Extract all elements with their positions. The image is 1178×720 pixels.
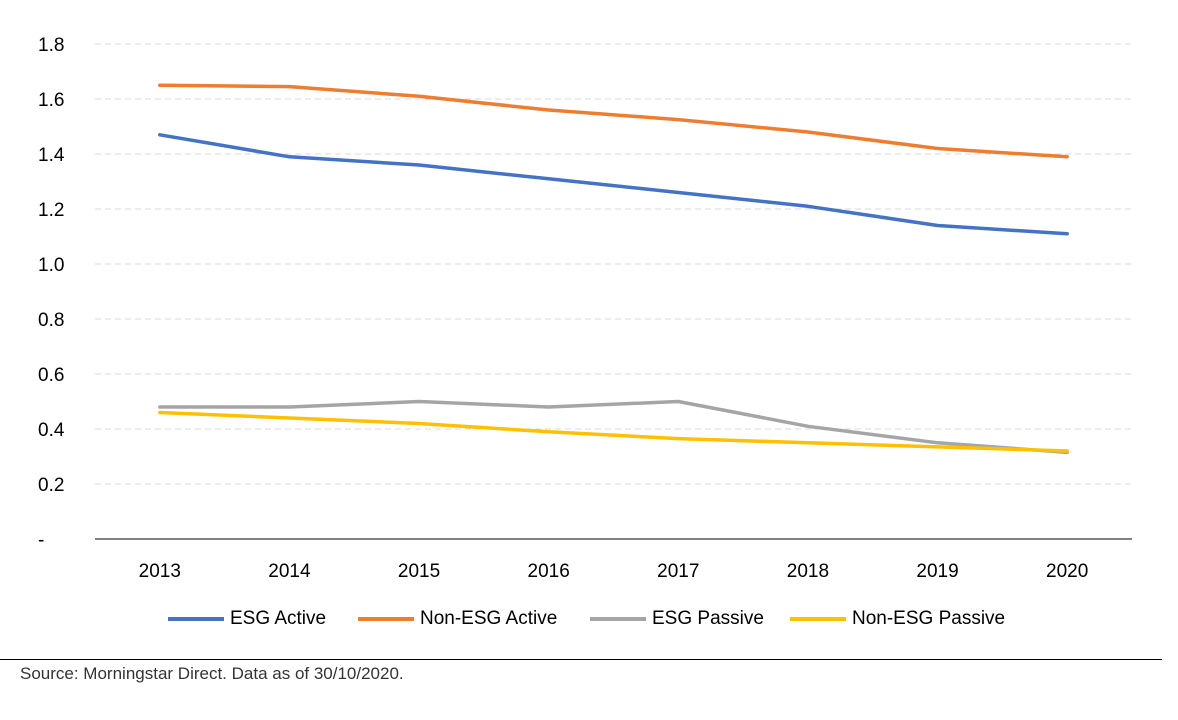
series-line-esg-passive bbox=[158, 399, 1069, 455]
series-lines bbox=[158, 83, 1069, 455]
x-tick-label: 2018 bbox=[787, 561, 829, 582]
y-tick-label: 1.4 bbox=[38, 145, 65, 166]
legend-swatch-non-esg-passive bbox=[790, 617, 846, 621]
legend-label: ESG Active bbox=[230, 608, 327, 629]
x-tick-label: 2013 bbox=[139, 561, 181, 582]
y-tick-label: 0.2 bbox=[38, 475, 64, 496]
legend-swatch-non-esg-active bbox=[358, 617, 414, 621]
legend-item-esg-passive: ESG Passive bbox=[590, 602, 764, 636]
x-tick-label: 2016 bbox=[528, 561, 570, 582]
legend-swatch-esg-active bbox=[168, 617, 224, 621]
line-chart: -0.20.40.60.81.01.21.41.61.8 2013 2014 201… bbox=[38, 35, 1132, 582]
legend-label: Non-ESG Passive bbox=[852, 608, 1006, 629]
x-tick-label: 2015 bbox=[398, 561, 440, 582]
legend-item-non-esg-passive: Non-ESG Passive bbox=[790, 602, 1005, 636]
legend-item-non-esg-active: Non-ESG Active bbox=[358, 602, 557, 636]
x-tick-label: 2017 bbox=[657, 561, 699, 582]
y-tick-label: - bbox=[38, 530, 44, 551]
x-tick-label: 2019 bbox=[916, 561, 958, 582]
source-note: Source: Morningstar Direct. Data as of 3… bbox=[20, 664, 404, 683]
legend: ESG Active Non-ESG Active ESG Passive No… bbox=[0, 602, 1178, 636]
series-line-non-esg-passive bbox=[158, 410, 1069, 453]
x-tick-label: 2020 bbox=[1046, 561, 1088, 582]
y-tick-label: 0.8 bbox=[38, 310, 64, 331]
series-line-esg-active bbox=[158, 133, 1069, 236]
y-tick-label: 1.0 bbox=[38, 255, 64, 276]
series-line-non-esg-active bbox=[158, 83, 1069, 159]
legend-swatch-esg-passive bbox=[590, 617, 646, 621]
y-tick-label: 0.4 bbox=[38, 420, 65, 441]
legend-label: ESG Passive bbox=[652, 608, 764, 629]
y-axis-ticks: - 0.2 0.4 0.6 0.8 1.0 1.2 1.4 1.6 1.8 bbox=[38, 35, 65, 551]
y-tick-label: 1.8 bbox=[38, 35, 64, 56]
y-tick-label: 1.2 bbox=[38, 200, 64, 221]
y-tick-label: 1.6 bbox=[38, 90, 64, 111]
legend-item-esg-active: ESG Active bbox=[168, 602, 326, 636]
x-axis-ticks: 2013 2014 2015 2016 2017 2018 2019 2020 bbox=[139, 561, 1089, 582]
footer-divider bbox=[0, 659, 1162, 660]
y-tick-label: 0.6 bbox=[38, 365, 64, 386]
x-tick-label: 2014 bbox=[268, 561, 311, 582]
legend-label: Non-ESG Active bbox=[420, 608, 558, 629]
